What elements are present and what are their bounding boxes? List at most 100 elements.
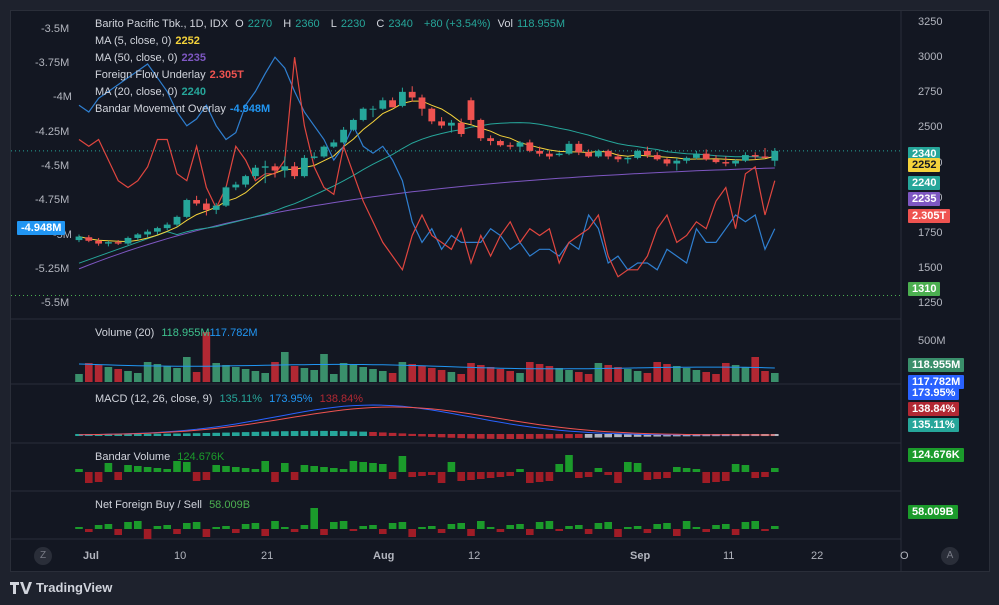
bandar-volume-bar: [241, 468, 250, 472]
indicator-value: -4.948M: [229, 103, 271, 115]
candle-body: [144, 231, 151, 235]
macd-histogram-bar: [202, 433, 211, 436]
net-foreign-bar: [761, 529, 769, 531]
macd-histogram-bar: [555, 434, 563, 439]
candle-body: [742, 155, 749, 161]
bandar-volume-bar: [633, 463, 642, 472]
bandar-volume-bar: [300, 465, 309, 472]
net-foreign-bar: [516, 524, 524, 529]
bandar-volume-bar: [153, 468, 162, 472]
candle-body: [75, 236, 83, 241]
macd-histogram-bar: [359, 431, 367, 436]
candle-body: [761, 156, 769, 158]
symbol-name: Barito Pacific Tbk., 1D, IDX: [95, 18, 229, 30]
candle-body: [565, 143, 573, 154]
indicator-row: MA (20, close, 0) 2240: [95, 86, 210, 99]
net-foreign-bar: [545, 521, 554, 529]
bandar-volume-bar: [349, 461, 358, 472]
volume-bar: [124, 371, 132, 382]
volume-bar: [192, 372, 201, 382]
candle-body: [408, 91, 416, 98]
net-foreign-bar: [575, 525, 583, 529]
tradingview-logo[interactable]: TradingView: [10, 580, 112, 595]
candle-body: [555, 153, 563, 156]
volume-bar: [633, 371, 642, 382]
net-foreign-bar: [202, 529, 211, 537]
candle-body: [546, 153, 553, 157]
macd-line: [78, 404, 775, 436]
net-foreign-bar: [349, 529, 358, 531]
net-foreign-bar: [398, 522, 407, 529]
net-foreign-bar: [418, 527, 426, 529]
macd-histogram-bar: [408, 433, 416, 436]
macd-histogram-bar: [163, 433, 171, 436]
bandar-volume-bar: [75, 469, 83, 472]
candle-body: [428, 108, 436, 122]
auto-scale-button[interactable]: A: [941, 547, 959, 565]
volume-bar: [418, 366, 426, 382]
macd-histogram-bar: [633, 434, 642, 437]
bandar-volume-bar: [722, 472, 730, 481]
volume-bar: [653, 362, 661, 382]
net-foreign-bar: [643, 529, 652, 533]
net-foreign-bar: [467, 529, 475, 536]
bandar-volume-bar: [437, 472, 446, 483]
bandar-volume-bar: [114, 472, 122, 480]
bandar-volume-bar: [163, 469, 171, 472]
indicator-value: 2235: [181, 52, 207, 64]
indicator-row: Bandar Movement Overlay -4.948M: [95, 103, 274, 116]
candle-body: [702, 153, 710, 160]
net-foreign-bar: [94, 525, 103, 529]
macd-histogram-bar: [437, 434, 446, 438]
pane-tag: 117.782M: [908, 375, 965, 389]
macd-histogram-bar: [594, 434, 603, 438]
candle-body: [310, 156, 318, 158]
indicator-value: 2240: [181, 86, 207, 98]
volume-bar: [722, 363, 730, 382]
left-axis-tick: -3.75M: [35, 57, 70, 70]
time-axis-label: 22: [811, 550, 824, 562]
chart-canvas[interactable]: [11, 11, 989, 571]
indicator-row: MA (5, close, 0) 2252: [95, 35, 204, 48]
candle-body: [163, 224, 171, 229]
macd-histogram-bar: [388, 432, 397, 436]
bandar-volume-bar: [222, 466, 230, 472]
net-foreign-bar: [114, 529, 122, 535]
volume-bar: [173, 368, 181, 382]
bandar-volume-bar: [183, 462, 191, 472]
net-foreign-bar: [75, 527, 83, 529]
candle-body: [281, 166, 289, 171]
net-foreign-bar: [741, 522, 750, 529]
macd-histogram-bar: [379, 432, 387, 436]
net-foreign-bar: [673, 529, 681, 536]
ma50-line: [78, 167, 775, 270]
bandar-movement-line: [78, 56, 776, 271]
zoom-button[interactable]: Z: [34, 547, 52, 565]
net-foreign-bar: [437, 529, 446, 533]
indicator-label: Foreign Flow Underlay: [95, 69, 206, 81]
net-foreign-bar: [702, 529, 710, 532]
macd-signal-line: [78, 406, 775, 436]
volume-bar: [692, 370, 701, 382]
net-foreign-bar: [682, 521, 691, 529]
price-tag: 2252: [908, 158, 941, 172]
macd-histogram-bar: [614, 434, 622, 438]
bandar-volume-bar: [281, 463, 289, 472]
volume-bar: [75, 374, 83, 382]
bandar-volume-bar: [712, 472, 720, 482]
candle-body: [399, 91, 406, 106]
macd-histogram-bar: [565, 434, 573, 439]
bandar-volume-bar: [398, 456, 407, 472]
macd-histogram-bar: [241, 432, 250, 436]
net-foreign-bar: [310, 508, 318, 529]
volume-bar: [85, 363, 93, 382]
time-axis-label: 10: [174, 550, 187, 562]
bandar-volume-bar: [731, 464, 740, 472]
volume-bar: [477, 365, 485, 382]
volume-bar: [731, 365, 740, 382]
candle-body: [340, 129, 347, 143]
macd-histogram-bar: [153, 433, 162, 436]
right-axis-tick: 3000: [918, 51, 943, 64]
candle-body: [95, 240, 102, 244]
candle-body: [193, 200, 200, 204]
